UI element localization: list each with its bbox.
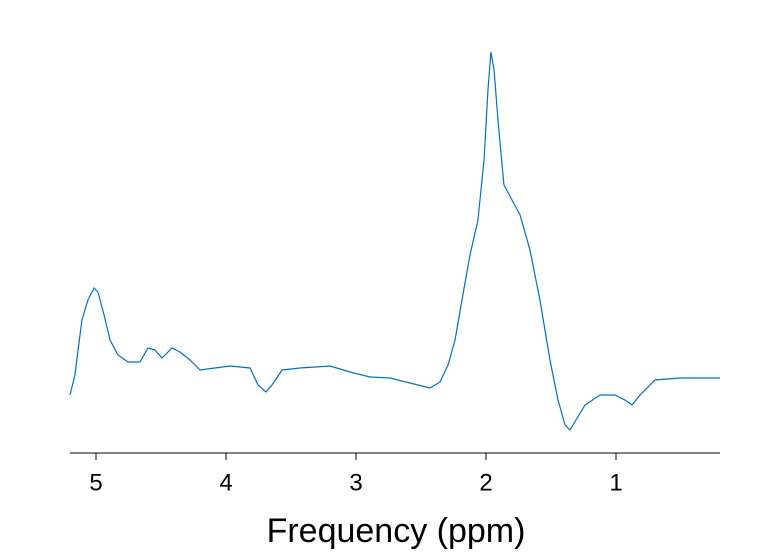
x-tick-label: 3 — [349, 469, 362, 496]
x-tick-label: 5 — [89, 469, 102, 496]
x-axis-label: Frequency (ppm) — [267, 512, 526, 550]
spectrum-line — [69, 51, 720, 431]
x-tick-label: 2 — [479, 469, 492, 496]
x-tick-label: 1 — [609, 469, 622, 496]
x-tick-label: 4 — [219, 469, 232, 496]
